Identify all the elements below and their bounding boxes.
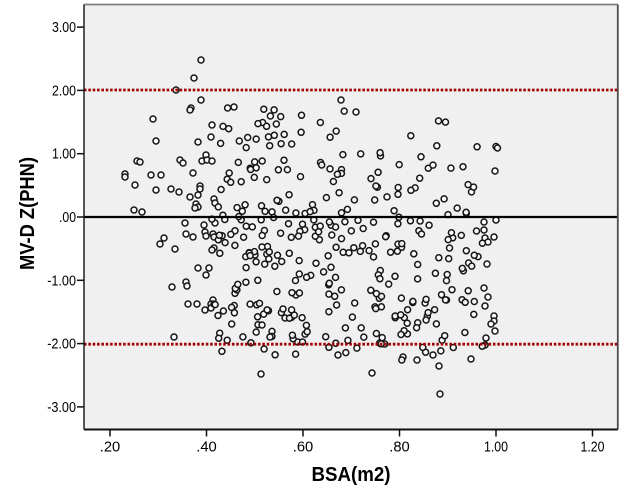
svg-text:1.00: 1.00 [52, 147, 76, 163]
svg-text:2.00: 2.00 [52, 83, 76, 99]
svg-text:MV-D Z(PHN): MV-D Z(PHN) [16, 157, 39, 270]
svg-text:.60: .60 [293, 440, 314, 456]
svg-text:.80: .80 [389, 440, 410, 456]
svg-text:.20: .20 [100, 440, 121, 456]
svg-text:.40: .40 [196, 440, 217, 456]
svg-text:1.00: 1.00 [484, 440, 508, 456]
svg-text:.00: .00 [59, 210, 76, 226]
svg-text:-1.00: -1.00 [47, 273, 76, 289]
svg-text:1.20: 1.20 [581, 440, 605, 456]
svg-text:-3.00: -3.00 [47, 400, 76, 416]
svg-text:3.00: 3.00 [52, 20, 76, 36]
svg-text:-2.00: -2.00 [47, 337, 76, 353]
svg-text:BSA(m2): BSA(m2) [312, 463, 391, 486]
